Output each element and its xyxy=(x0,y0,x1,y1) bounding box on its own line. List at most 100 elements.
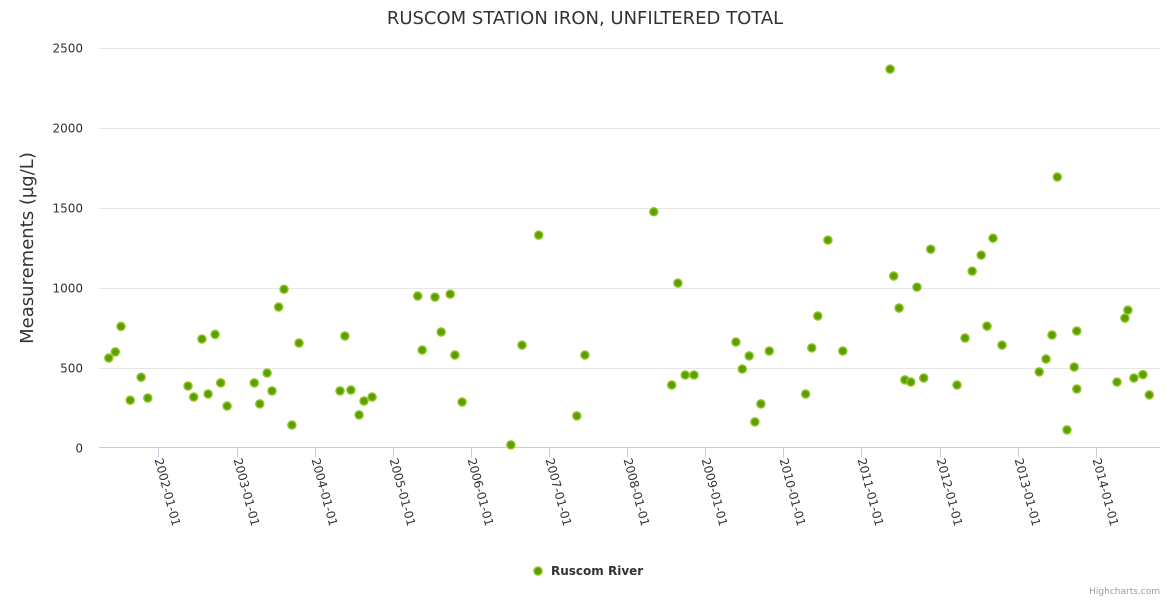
data-point[interactable] xyxy=(997,340,1007,350)
data-point[interactable] xyxy=(222,401,232,411)
data-point[interactable] xyxy=(294,338,304,348)
data-point[interactable] xyxy=(445,289,455,299)
data-point[interactable] xyxy=(457,397,467,407)
data-point[interactable] xyxy=(1069,362,1079,372)
data-point[interactable] xyxy=(823,235,833,245)
data-point[interactable] xyxy=(359,396,369,406)
data-point[interactable] xyxy=(1144,390,1155,400)
data-point[interactable] xyxy=(885,64,895,74)
data-point[interactable] xyxy=(367,392,377,402)
data-point[interactable] xyxy=(412,291,423,301)
data-point[interactable] xyxy=(1120,313,1130,323)
data-point[interactable] xyxy=(1062,425,1072,435)
data-point[interactable] xyxy=(262,368,272,378)
legend-marker-icon xyxy=(533,566,543,576)
data-point[interactable] xyxy=(279,284,289,295)
data-point[interactable] xyxy=(807,343,817,353)
data-point[interactable] xyxy=(255,399,265,409)
data-point[interactable] xyxy=(1138,369,1148,380)
data-point[interactable] xyxy=(673,278,683,288)
data-point[interactable] xyxy=(354,410,364,420)
x-tick-label: 2002-01-01 xyxy=(152,457,184,528)
data-point[interactable] xyxy=(340,331,350,341)
data-point[interactable] xyxy=(287,420,297,430)
data-point[interactable] xyxy=(215,378,226,388)
data-point[interactable] xyxy=(894,303,904,313)
data-point[interactable] xyxy=(1112,377,1122,387)
data-point[interactable] xyxy=(183,381,193,391)
data-point[interactable] xyxy=(680,370,690,380)
data-point[interactable] xyxy=(1034,367,1044,377)
data-point[interactable] xyxy=(249,378,260,388)
data-point[interactable] xyxy=(125,395,135,405)
data-point[interactable] xyxy=(756,399,766,409)
data-point[interactable] xyxy=(731,337,741,347)
x-tick-label: 2013-01-01 xyxy=(1012,457,1044,528)
data-point[interactable] xyxy=(1123,305,1133,315)
data-point[interactable] xyxy=(267,386,277,396)
legend-item-ruscom-river[interactable]: Ruscom River xyxy=(533,564,643,578)
x-tick-label: 2014-01-01 xyxy=(1090,457,1122,528)
data-point[interactable] xyxy=(1072,326,1082,336)
data-point[interactable] xyxy=(430,292,440,302)
data-point[interactable] xyxy=(764,346,775,356)
data-point[interactable] xyxy=(1041,354,1051,364)
data-point[interactable] xyxy=(737,364,748,374)
data-point[interactable] xyxy=(649,207,659,217)
data-point[interactable] xyxy=(952,380,962,390)
data-point[interactable] xyxy=(1072,384,1082,394)
data-point[interactable] xyxy=(143,393,153,403)
data-point[interactable] xyxy=(988,233,998,243)
data-point[interactable] xyxy=(335,386,345,396)
data-point[interactable] xyxy=(517,340,527,350)
data-point[interactable] xyxy=(417,345,427,355)
y-tick-label: 0 xyxy=(75,442,83,456)
data-point[interactable] xyxy=(110,347,121,357)
data-point[interactable] xyxy=(346,385,356,395)
data-point[interactable] xyxy=(838,346,848,356)
data-point[interactable] xyxy=(203,389,213,399)
data-point[interactable] xyxy=(750,417,760,427)
data-point[interactable] xyxy=(925,244,936,254)
data-point[interactable] xyxy=(906,377,916,387)
data-point[interactable] xyxy=(506,440,516,450)
y-tick-label: 1500 xyxy=(52,202,83,216)
data-point[interactable] xyxy=(1129,373,1139,383)
y-axis-ticks: 0 500 1000 1500 2000 2500 xyxy=(52,42,83,456)
data-point[interactable] xyxy=(1052,172,1063,182)
data-point[interactable] xyxy=(580,350,590,360)
x-tick-label: 2012-01-01 xyxy=(934,457,966,528)
data-point[interactable] xyxy=(188,392,199,402)
y-tick-label: 2500 xyxy=(52,42,83,56)
data-point[interactable] xyxy=(436,327,446,337)
data-point[interactable] xyxy=(689,370,699,380)
x-tick-label: 2008-01-01 xyxy=(621,457,653,528)
data-point[interactable] xyxy=(533,230,544,240)
data-point[interactable] xyxy=(960,333,970,343)
data-point[interactable] xyxy=(666,380,677,390)
data-point[interactable] xyxy=(450,350,460,360)
data-point[interactable] xyxy=(967,266,977,276)
y-axis-label: Measurements (µg/L) xyxy=(17,152,38,344)
data-point[interactable] xyxy=(1047,330,1057,340)
data-point[interactable] xyxy=(136,372,146,382)
data-point[interactable] xyxy=(800,389,811,399)
data-point[interactable] xyxy=(918,373,929,383)
data-point[interactable] xyxy=(116,321,126,332)
data-point[interactable] xyxy=(197,334,207,344)
x-tick-label: 2006-01-01 xyxy=(465,457,497,528)
x-tick-label: 2009-01-01 xyxy=(699,457,731,528)
data-point[interactable] xyxy=(912,282,922,292)
data-point[interactable] xyxy=(273,302,284,312)
grid-lines xyxy=(99,48,1160,369)
data-point[interactable] xyxy=(572,411,582,421)
data-point[interactable] xyxy=(982,321,992,331)
data-point[interactable] xyxy=(888,271,899,281)
data-point[interactable] xyxy=(744,351,754,361)
data-point[interactable] xyxy=(210,329,220,340)
credits-link[interactable]: Highcharts.com xyxy=(1089,587,1160,597)
data-point[interactable] xyxy=(813,311,823,321)
data-point[interactable] xyxy=(104,353,114,363)
data-point[interactable] xyxy=(976,250,986,260)
